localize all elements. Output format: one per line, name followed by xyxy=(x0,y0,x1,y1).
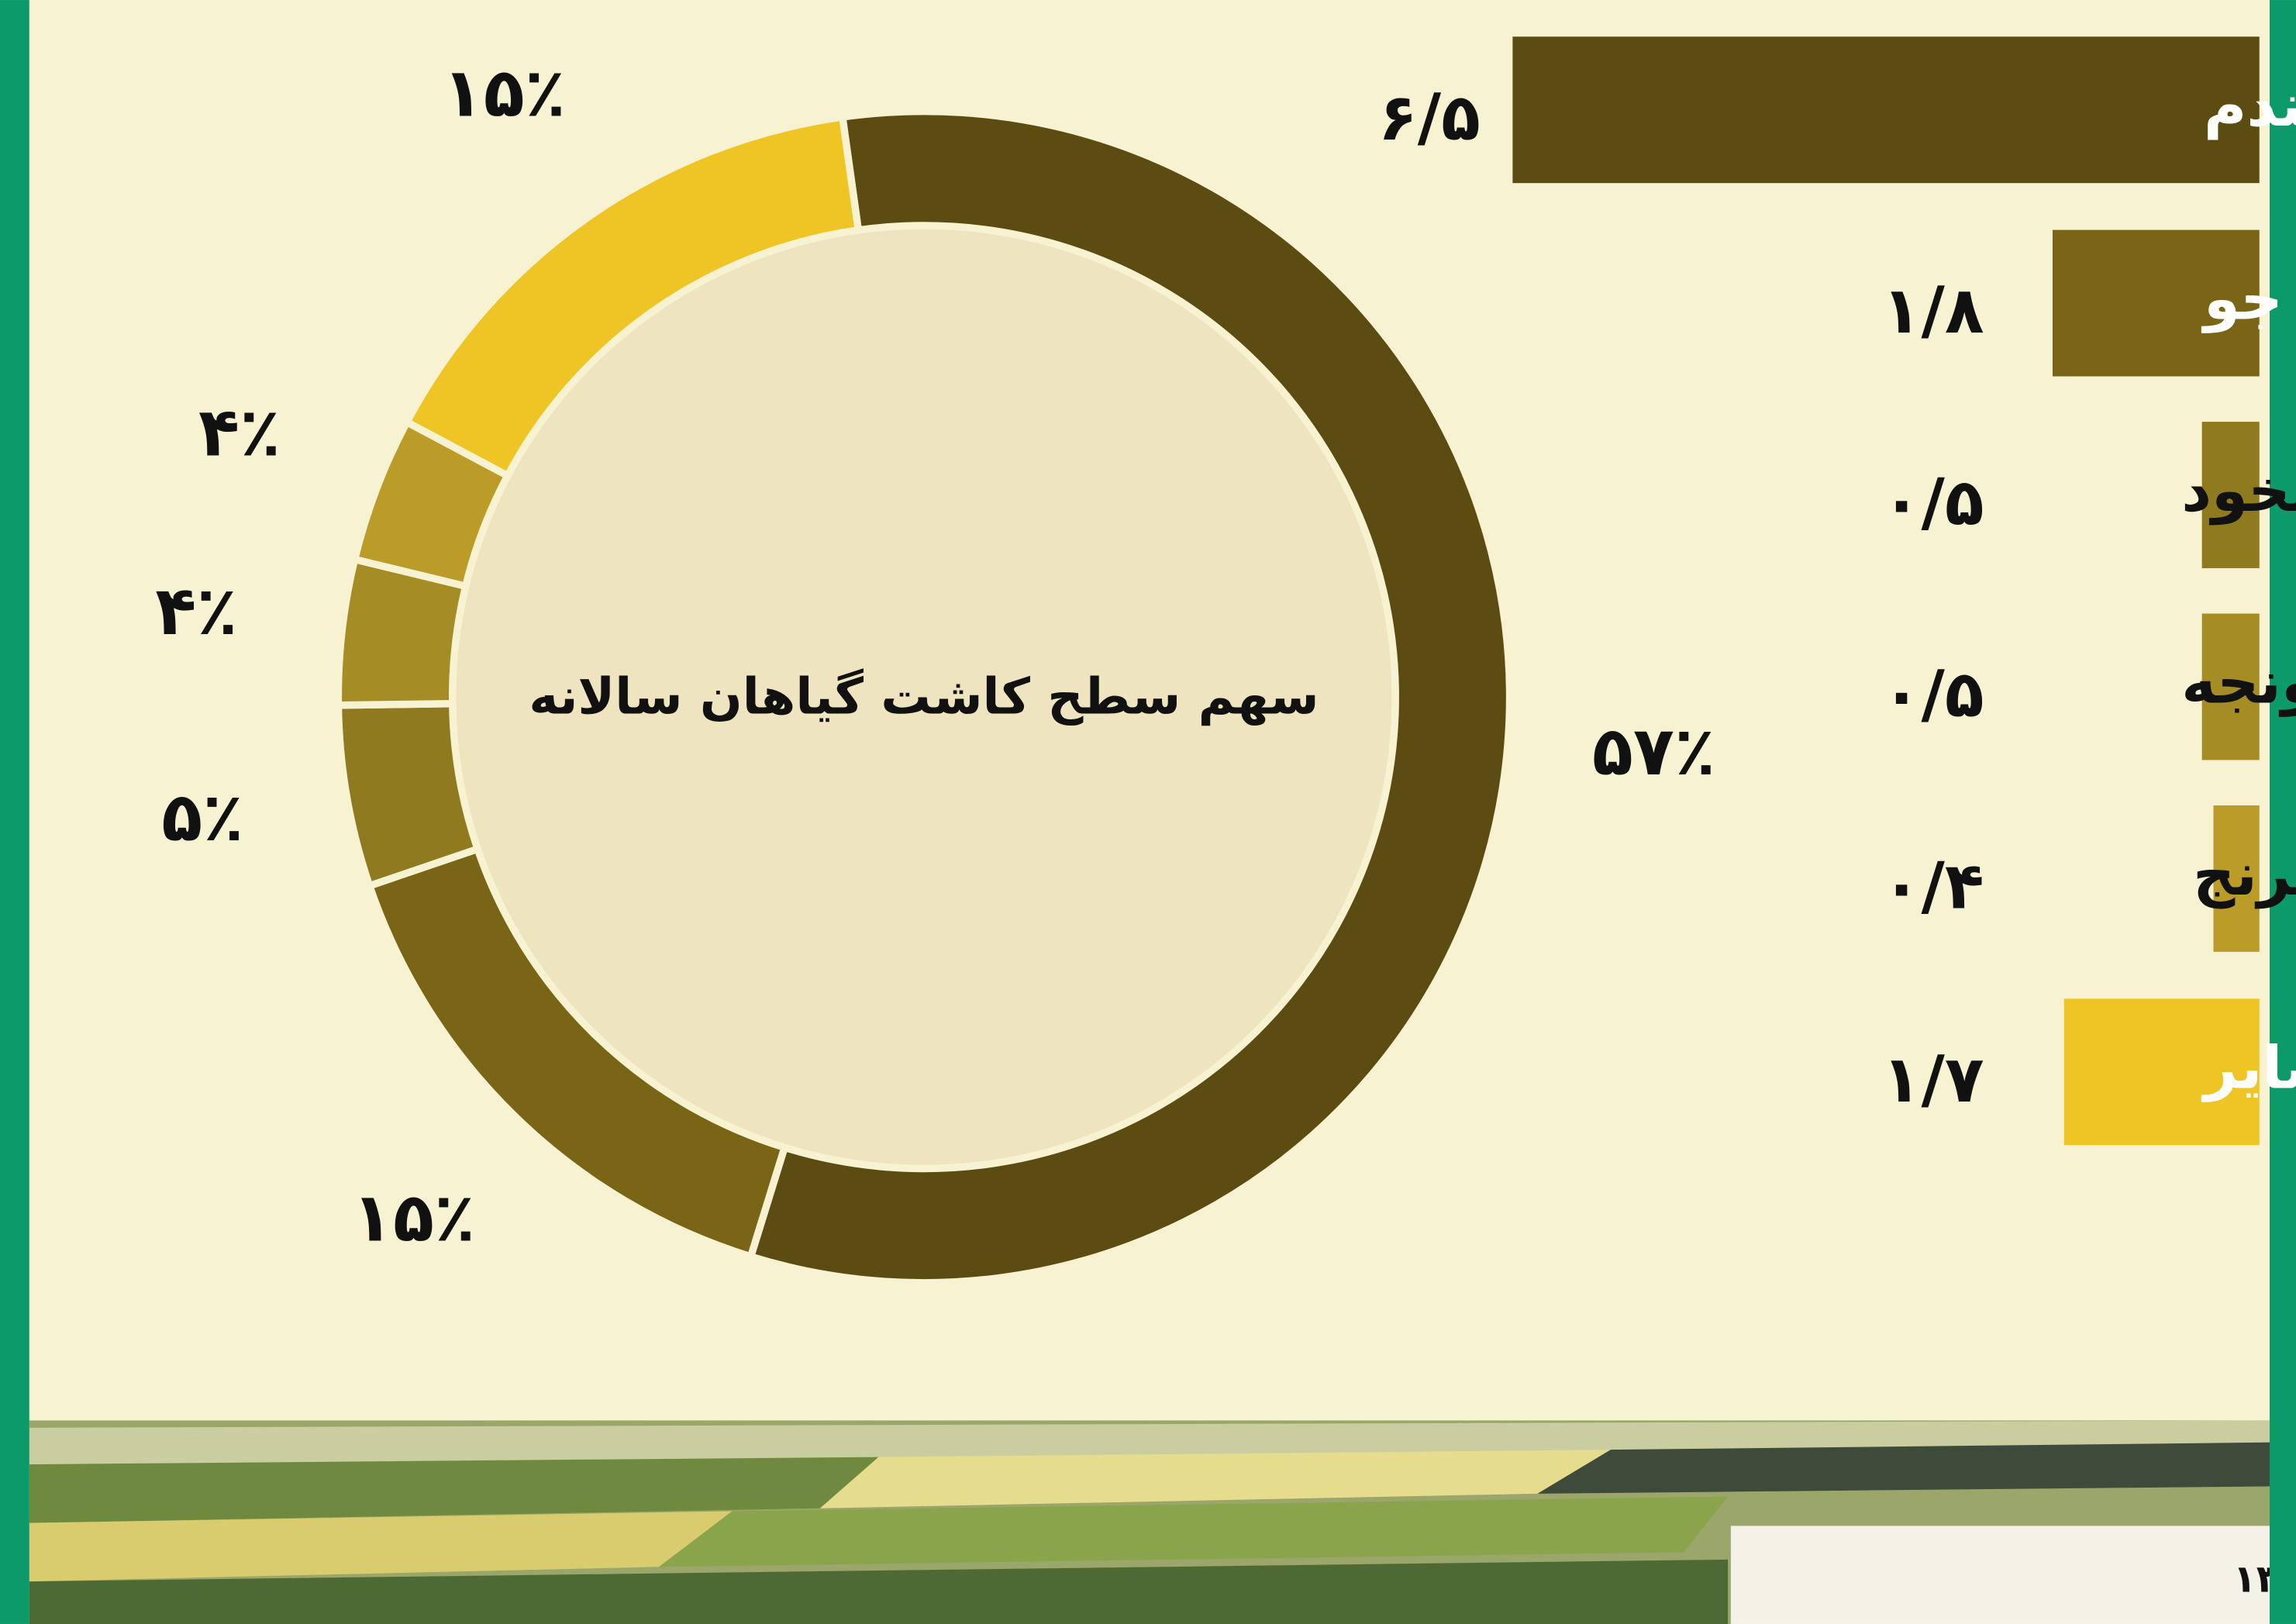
slice-label: ۱۵٪ xyxy=(443,53,566,132)
category-label: یونجه xyxy=(2181,648,2296,717)
bar xyxy=(1512,36,2259,183)
border xyxy=(0,0,29,1624)
border xyxy=(2270,0,2296,1624)
value-label: ۱/۷ xyxy=(1882,1042,1984,1117)
value-label: ۱/۸ xyxy=(1882,273,1984,348)
slice-label: ۴٪ xyxy=(155,572,237,650)
slice-label: ۵۷٪ xyxy=(1592,712,1715,791)
value-label: ۰/۵ xyxy=(1882,465,1984,540)
infographic: منبع: آمارگیری زراعت ۱۳۹۷ ۵۷٪۱۵٪۵٪۴٪۴٪۱۵… xyxy=(0,0,2296,1624)
slice-label: ۵٪ xyxy=(161,778,243,857)
value-label: ۰/۵ xyxy=(1882,657,1984,732)
source-box xyxy=(1731,1526,2270,1624)
value-label: ۰/۴ xyxy=(1882,849,1984,924)
donut-slice xyxy=(338,704,477,886)
category-label: برنج xyxy=(2193,840,2296,909)
slice-label: ۱۵٪ xyxy=(352,1178,475,1257)
field xyxy=(1537,1443,2270,1494)
category-label: سایر xyxy=(2201,1033,2296,1102)
slice-label: ۴٪ xyxy=(198,394,281,472)
category-label: گندم xyxy=(2204,71,2296,140)
donut-title: سهم سطح کاشت گیاهان سالانه xyxy=(529,668,1319,726)
value-label: ۶/۵ xyxy=(1378,80,1481,155)
category-label: نخود xyxy=(2181,457,2296,526)
page: {"source":"منبع: آمارگیری زراعت ۱۳۹۷", "… xyxy=(0,0,2296,1624)
category-label: جو xyxy=(2201,265,2283,334)
